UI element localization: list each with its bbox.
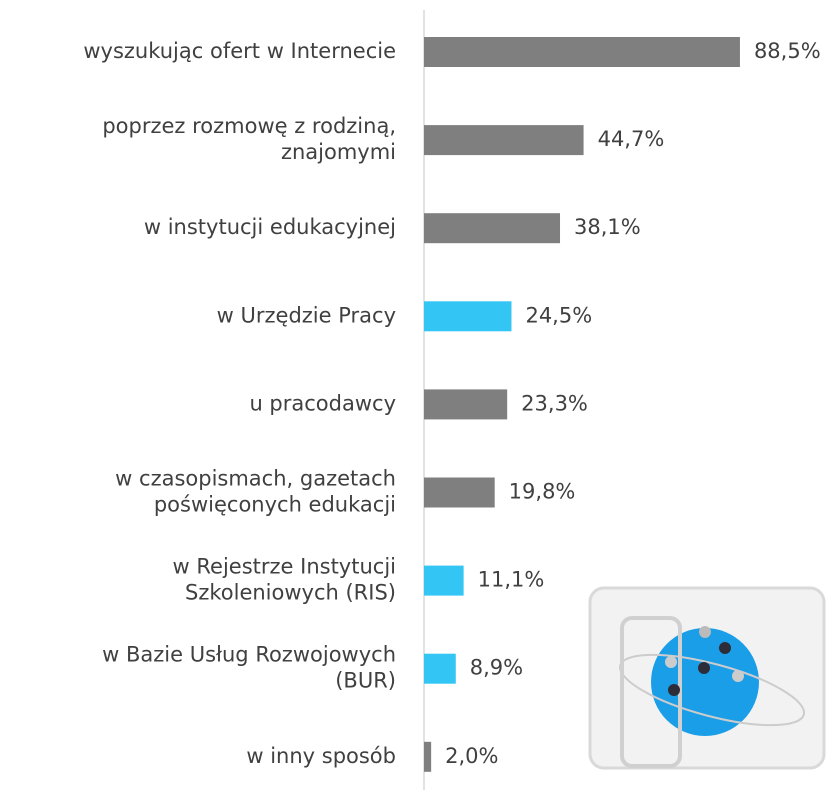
bar bbox=[424, 477, 495, 508]
value-label: 11,1% bbox=[478, 568, 545, 592]
category-label: w Rejestrze Instytucji Szkoleniowych (RIS… bbox=[173, 555, 396, 605]
value-label: 88,5% bbox=[754, 39, 821, 63]
category-label: w instytucji edukacyjnej bbox=[144, 215, 396, 239]
category-label: w Urzędzie Pracy bbox=[217, 303, 396, 327]
bar bbox=[424, 301, 512, 332]
bar bbox=[424, 213, 561, 244]
bar bbox=[424, 37, 740, 67]
bar bbox=[424, 653, 456, 684]
category-label: w inny sposób bbox=[246, 744, 396, 768]
value-label: 19,8% bbox=[509, 480, 576, 504]
category-label: w czasopismach, gazetach poświęconych edu… bbox=[115, 467, 396, 517]
value-label: 24,5% bbox=[525, 303, 592, 327]
illustration bbox=[588, 586, 826, 770]
category-label: w Bazie Usług Rozwojowych (BUR) bbox=[102, 643, 396, 693]
value-label: 2,0% bbox=[445, 744, 498, 768]
bar bbox=[424, 741, 432, 772]
category-label: u pracodawcy bbox=[249, 391, 396, 415]
bar bbox=[424, 389, 508, 420]
bar bbox=[424, 565, 464, 596]
category-label: wyszukując ofert w Internecie bbox=[83, 39, 396, 63]
value-label: 8,9% bbox=[470, 656, 523, 680]
value-label: 38,1% bbox=[574, 215, 641, 239]
value-label: 23,3% bbox=[521, 391, 588, 415]
category-label: poprzez rozmowę z rodziną, znajomymi bbox=[102, 114, 396, 164]
bar bbox=[424, 125, 584, 156]
value-label: 44,7% bbox=[598, 127, 665, 151]
